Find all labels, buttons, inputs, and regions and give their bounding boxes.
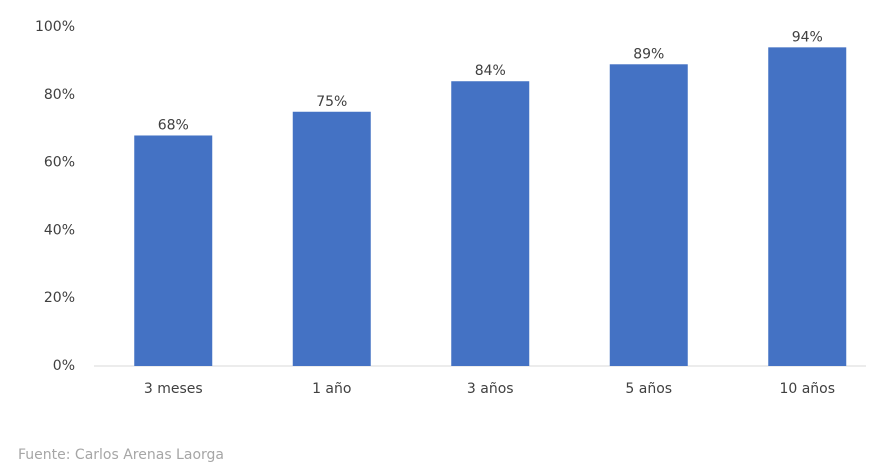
data-label: 84% — [475, 63, 506, 79]
data-label: 89% — [633, 46, 664, 62]
y-tick-label: 100% — [35, 19, 75, 35]
x-tick-label: 3 años — [467, 381, 514, 397]
y-tick-label: 0% — [53, 358, 75, 374]
bar — [134, 135, 213, 366]
x-tick-label: 3 meses — [144, 381, 203, 397]
y-tick-label: 20% — [44, 290, 75, 306]
y-tick-label: 40% — [44, 222, 75, 238]
bar — [451, 81, 530, 367]
data-label: 75% — [316, 94, 347, 110]
bar — [292, 111, 371, 366]
y-tick-label: 80% — [44, 87, 75, 103]
data-label: 68% — [158, 117, 189, 133]
x-tick-label: 5 años — [625, 381, 672, 397]
bar — [768, 47, 847, 367]
x-tick-label: 10 años — [779, 381, 835, 397]
bar — [609, 64, 688, 366]
y-tick-label: 60% — [44, 155, 75, 171]
data-label: 94% — [792, 29, 823, 45]
source-note: Fuente: Carlos Arenas Laorga — [18, 447, 224, 463]
x-tick-label: 1 año — [312, 381, 351, 397]
